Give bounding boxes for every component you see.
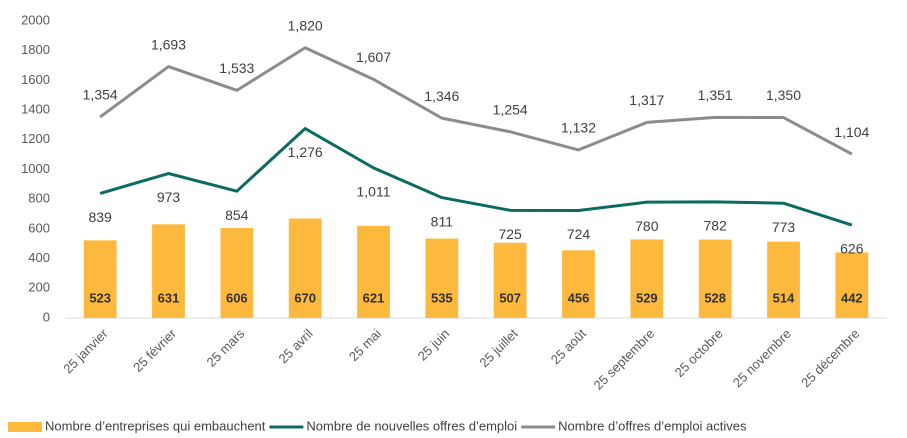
bar-label: 514 [773,290,795,305]
bar [425,238,459,318]
x-tick-label: 25 novembre [730,326,794,390]
data-label: 780 [635,218,659,234]
data-label: 1,351 [698,87,733,103]
bar-label: 528 [704,290,726,305]
y-tick-label: 1800 [21,42,50,57]
data-label: 626 [840,241,864,257]
data-label: 1,132 [561,120,596,136]
y-tick-label: 2000 [21,12,50,27]
data-label: 1,317 [629,92,664,108]
bar-label: 535 [431,290,453,305]
line [99,127,853,227]
x-tick-label: 25 janvier [60,325,111,376]
line [99,46,853,156]
data-label: 854 [225,207,249,223]
legend-label: Nombre de nouvelles offres d’emploi [306,418,517,433]
y-tick-label: 800 [28,191,50,206]
bar-label: 670 [294,290,316,305]
data-label: 1,350 [766,87,801,103]
data-label: 1,254 [493,101,528,117]
y-tick-label: 1000 [21,161,50,176]
bar [562,250,595,318]
data-label: 973 [157,189,181,205]
x-tick-label: 25 décembre [798,326,862,390]
y-tick-label: 600 [28,220,50,235]
legend-label: Nombre d’offres d’emploi actives [558,418,747,433]
legend-swatch [8,422,42,432]
bar-label: 631 [158,290,180,305]
x-tick-label: 25 mai [346,326,384,364]
x-tick-label: 25 février [130,325,179,374]
data-label: 1,693 [151,36,186,52]
data-label: 1,533 [219,60,254,76]
bar [493,242,527,318]
bar [357,225,390,318]
data-label: 1,820 [288,17,323,33]
y-tick-label: 200 [28,280,50,295]
y-tick-label: 1400 [21,102,50,117]
bar [698,239,732,318]
bar-label: 456 [568,290,590,305]
data-label: 725 [498,226,522,242]
bar [835,252,869,318]
x-tick-label: 25 avril [275,326,315,366]
bar [220,228,254,318]
bar [288,218,322,318]
y-tick-label: 0 [43,309,50,324]
data-label: 1,011 [357,184,391,200]
bar [630,239,664,318]
data-label: 811 [431,213,454,229]
x-tick-label: 25 juillet [476,326,521,371]
bar-label: 442 [841,290,863,305]
x-tick-label: 25 juin [415,326,453,364]
data-label: 1,276 [288,144,323,160]
data-label: 1,104 [834,124,869,140]
x-tick-label: 25 octobre [672,326,726,380]
bar-label: 523 [89,290,111,305]
bar-label: 621 [363,290,385,305]
data-label: 782 [703,218,727,234]
bar [83,240,117,318]
data-label: 1,607 [356,49,391,65]
legend-label: Nombre d’entreprises qui embauchent [45,418,266,433]
data-label: 839 [88,209,112,225]
bar-label: 606 [226,290,248,305]
bar-label: 507 [499,290,521,305]
bar-label: 529 [636,290,658,305]
y-tick-label: 1600 [21,72,50,87]
bar [767,241,800,318]
x-tick-label: 25 mars [204,326,248,370]
x-tick-label: 25 septembre [591,326,658,393]
data-label: 724 [567,226,591,242]
data-label: 1,346 [424,88,459,104]
y-tick-label: 400 [28,250,50,265]
y-tick-label: 1200 [21,131,50,146]
bar [152,224,185,318]
x-tick-label: 25 août [548,326,590,368]
data-label: 773 [772,219,796,235]
data-label: 1,354 [83,87,118,103]
